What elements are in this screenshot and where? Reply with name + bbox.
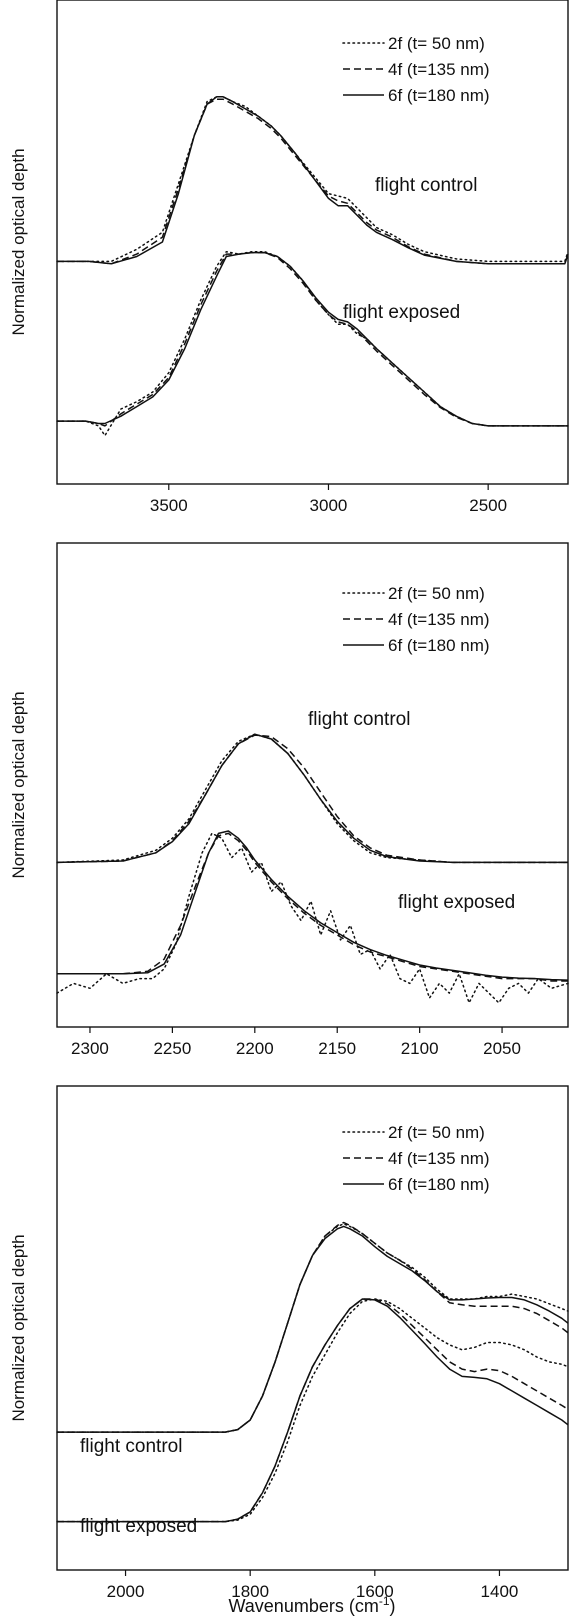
- panel-amide-region: 2000 1800 1600 1400 Normalized optical dept…: [9, 1085, 569, 1601]
- annotation-flight-exposed: flight exposed: [398, 892, 515, 913]
- series-line-dotted-flight-control: [56, 733, 569, 864]
- x-tick-label: 2200: [236, 1039, 274, 1058]
- series-line-dotted-flight-control: [56, 96, 569, 263]
- legend-label-2f: 2f (t= 50 nm): [388, 34, 485, 53]
- series-line-solid-flight-exposed: [57, 830, 569, 981]
- y-axis-label: Normalized optical depth: [9, 691, 28, 878]
- legend-label-6f: 6f (t=180 nm): [388, 1175, 490, 1194]
- annotation-flight-exposed: flight exposed: [80, 1516, 197, 1537]
- annotation-flight-control: flight control: [80, 1436, 182, 1457]
- series-line-dashed-flight-control: [57, 1221, 569, 1433]
- legend-label-4f: 4f (t=135 nm): [388, 610, 490, 629]
- plot-frame: [56, 0, 569, 485]
- x-axis-label-close: ): [390, 1596, 396, 1616]
- x-axis-label: Wavenumbers (cm-1): [228, 1594, 395, 1616]
- legend: 2f (t= 50 nm) 4f (t=135 nm) 6f (t=180 nm…: [342, 34, 490, 105]
- x-tick-label: 1800: [231, 1582, 269, 1601]
- series-line-dashed-flight-control: [56, 734, 568, 864]
- series-line-dotted-flight-exposed: [56, 832, 569, 1004]
- legend-label-6f: 6f (t=180 nm): [388, 636, 490, 655]
- plot-frame: [56, 1085, 569, 1571]
- annotation-flight-control: flight control: [308, 709, 410, 730]
- legend: 2f (t= 50 nm) 4f (t=135 nm) 6f (t=180 nm…: [342, 584, 490, 655]
- annotation-flight-control: flight control: [375, 175, 477, 196]
- y-axis-label: Normalized optical depth: [9, 148, 28, 335]
- x-tick-label: 3000: [310, 496, 348, 515]
- series-line-solid-flight-exposed: [57, 251, 568, 427]
- x-axis-ticks: 3500 3000 2500: [150, 484, 507, 515]
- y-axis-label: Normalized optical depth: [9, 1234, 28, 1421]
- x-tick-label: 2050: [483, 1039, 521, 1058]
- panel-nitrile-stretch: 2300 2250 2200 2150 2100 2050 Normalized opti…: [9, 542, 569, 1058]
- series-line-solid-flight-control: [57, 1225, 569, 1433]
- x-axis-label-text: Wavenumbers (cm: [228, 1596, 378, 1616]
- legend: 2f (t= 50 nm) 4f (t=135 nm) 6f (t=180 nm…: [342, 1123, 490, 1194]
- panel-oh-stretch: 3500 3000 2500 Normalized optical depth 2f…: [9, 0, 569, 515]
- x-tick-label: 3500: [150, 496, 188, 515]
- x-axis-label-superscript: -1: [379, 1594, 390, 1608]
- x-axis-ticks: 2300 2250 2200 2150 2100 2050: [71, 1027, 521, 1058]
- legend-label-2f: 2f (t= 50 nm): [388, 1123, 485, 1142]
- legend-label-2f: 2f (t= 50 nm): [388, 584, 485, 603]
- x-tick-label: 2300: [71, 1039, 109, 1058]
- plot-area: [56, 733, 569, 1004]
- annotation-flight-exposed: flight exposed: [343, 302, 460, 323]
- series-line-dashed-flight-exposed: [57, 251, 568, 427]
- x-tick-label: 2000: [107, 1582, 145, 1601]
- plot-area: [56, 96, 569, 437]
- x-tick-label: 2500: [469, 496, 507, 515]
- x-tick-label: 1600: [356, 1582, 394, 1601]
- legend-label-4f: 4f (t=135 nm): [388, 1149, 490, 1168]
- series-line-dashed-flight-exposed: [57, 832, 568, 982]
- series-line-solid-flight-exposed: [57, 1298, 569, 1523]
- plot-frame: [56, 542, 569, 1028]
- x-axis-ticks: 2000 1800 1600 1400: [107, 1570, 519, 1601]
- series-line-solid-flight-control: [57, 96, 569, 265]
- legend-label-4f: 4f (t=135 nm): [388, 60, 490, 79]
- series-line-solid-flight-control: [56, 733, 568, 864]
- x-tick-label: 2100: [401, 1039, 439, 1058]
- x-tick-label: 2250: [153, 1039, 191, 1058]
- x-tick-label: 1400: [481, 1582, 519, 1601]
- series-line-dashed-flight-control: [57, 98, 569, 265]
- series-line-dotted-flight-exposed: [56, 1298, 569, 1523]
- plot-area: [56, 1221, 569, 1523]
- x-tick-label: 2150: [318, 1039, 356, 1058]
- legend-label-6f: 6f (t=180 nm): [388, 86, 490, 105]
- series-line-dashed-flight-exposed: [57, 1298, 569, 1523]
